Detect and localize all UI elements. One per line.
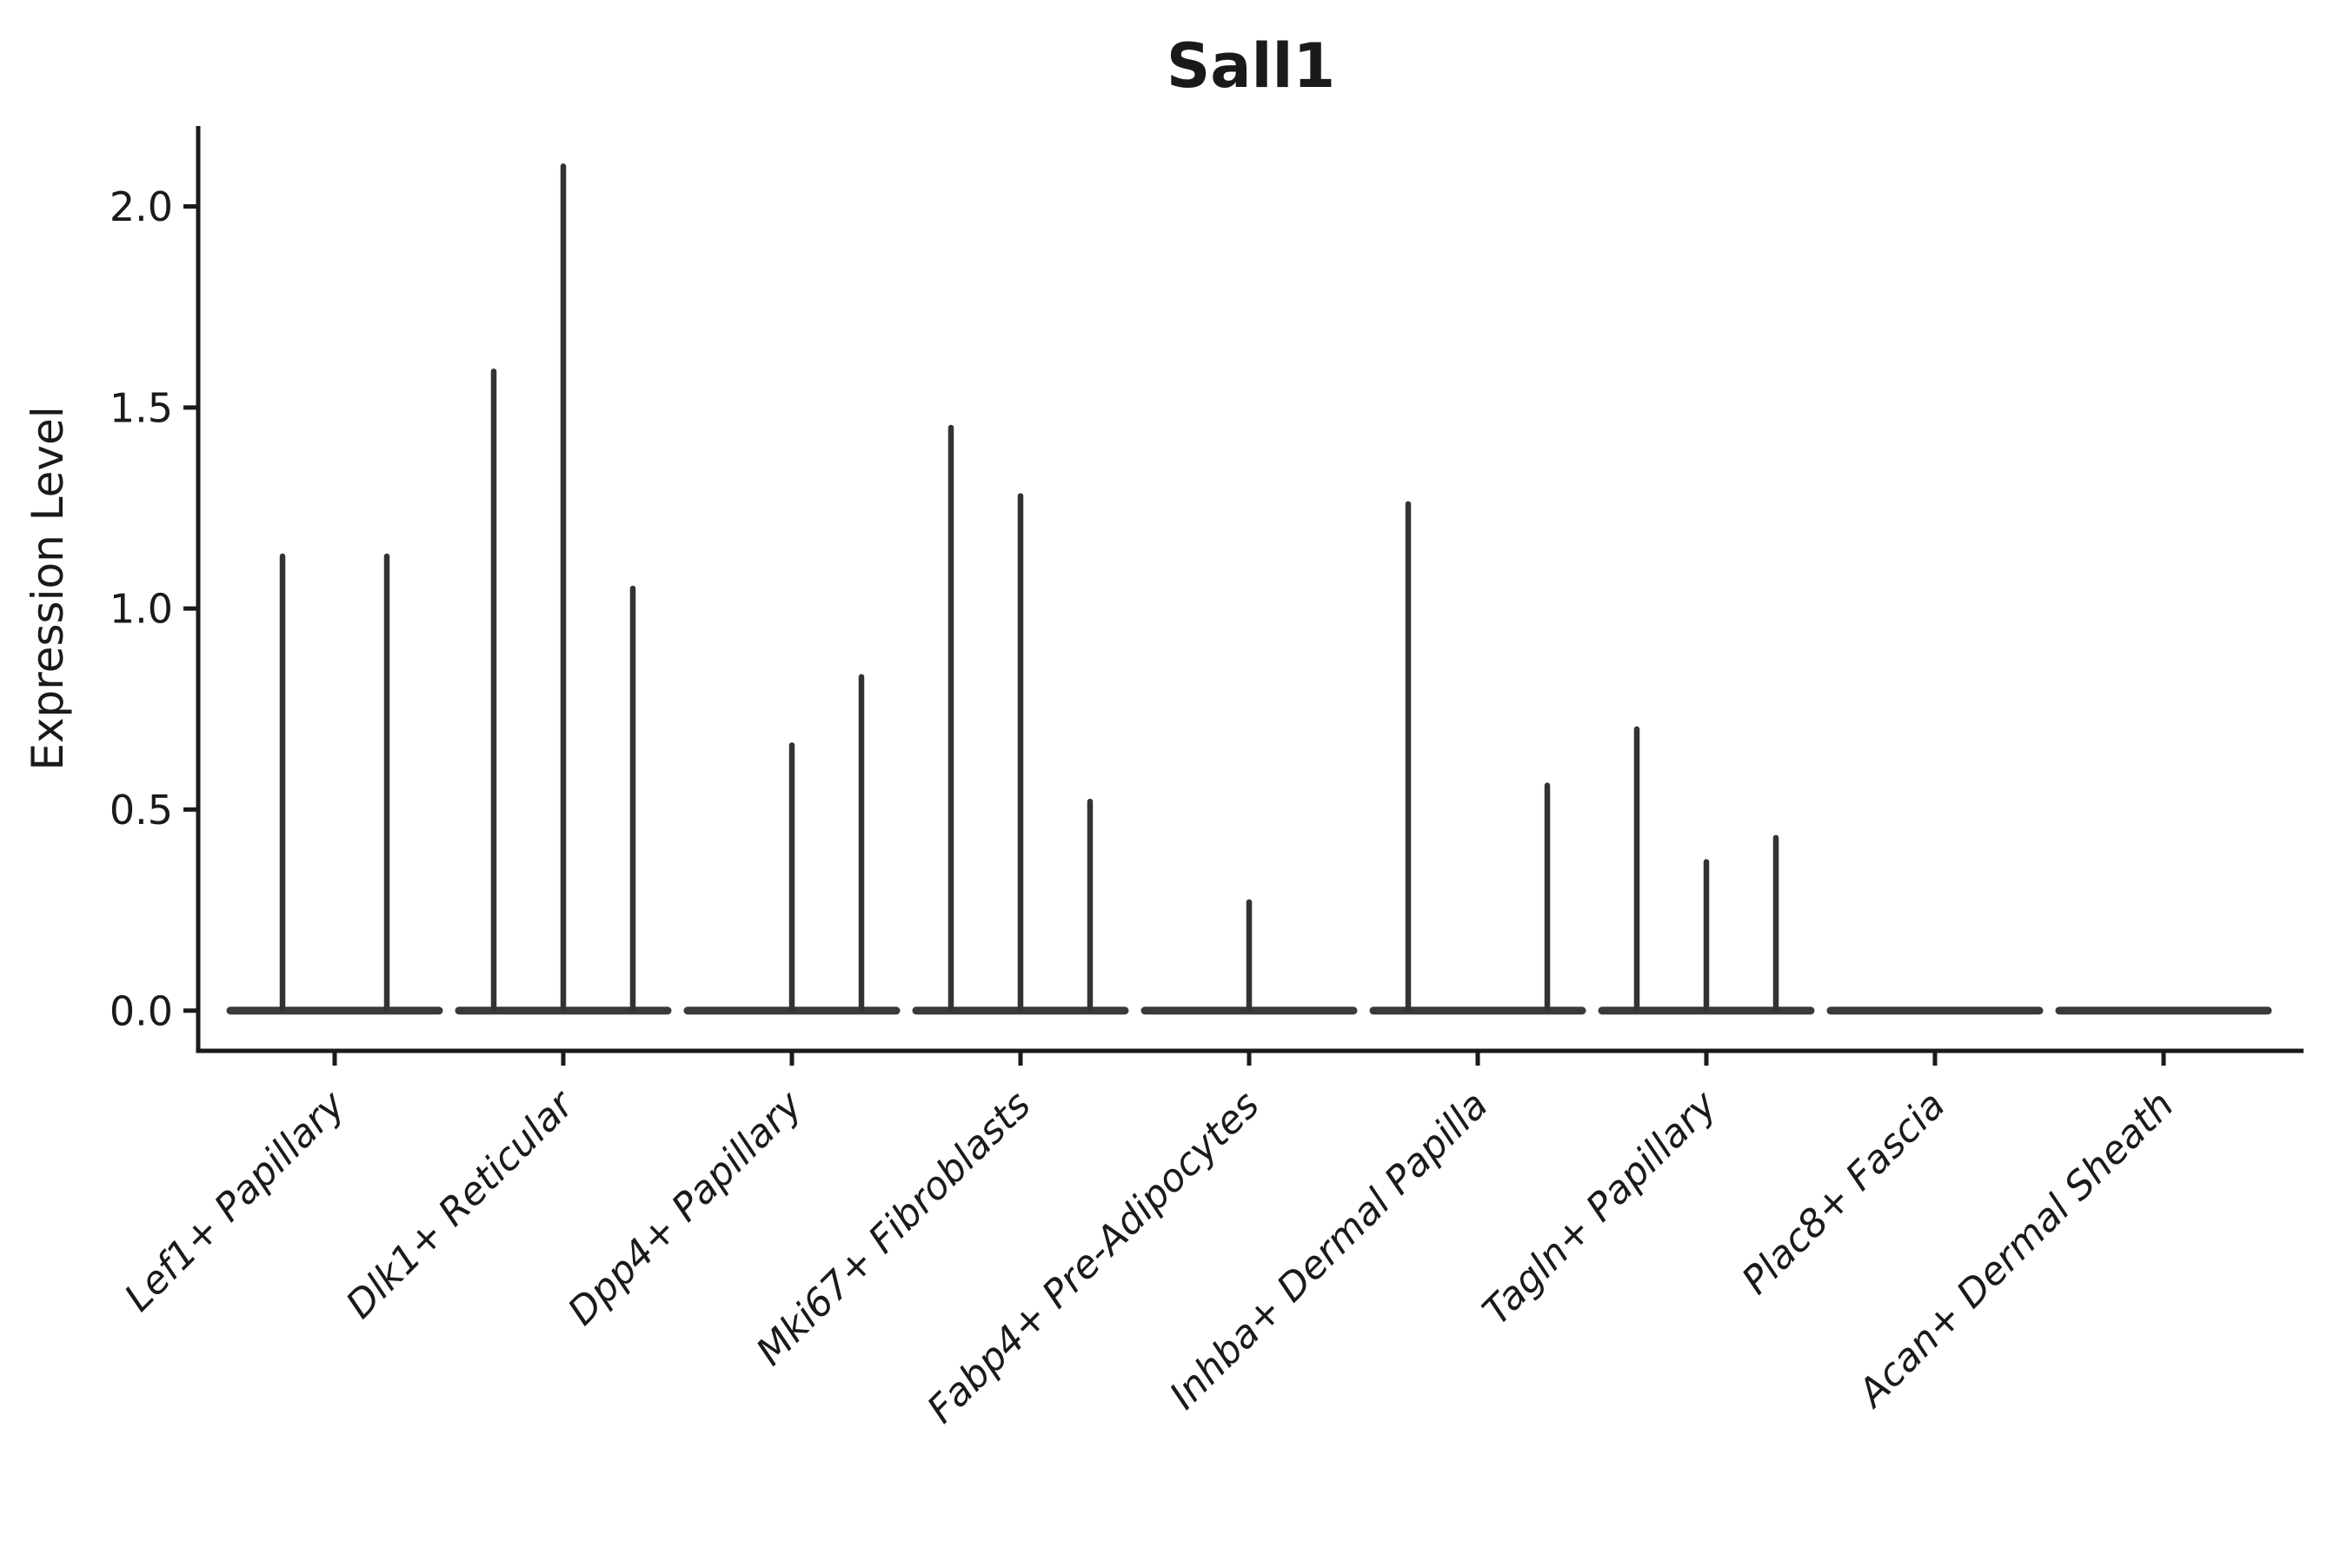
x-tick-label: Dlk1+ Reticular xyxy=(337,1081,583,1327)
y-axis-title: Expression Level xyxy=(23,406,73,770)
x-tick-label: Dpp4+ Papillary xyxy=(560,1082,812,1334)
y-tick-label: 0.0 xyxy=(110,987,173,1034)
y-tick-label: 2.0 xyxy=(110,183,173,230)
chart-title: Sall1 xyxy=(1167,30,1335,102)
x-tick-label: Plac8+ Fascia xyxy=(1733,1083,1953,1303)
axes-layer xyxy=(183,126,2304,1066)
y-tick-label: 0.5 xyxy=(110,787,173,834)
x-tick-label: Lef1+ Papillary xyxy=(116,1082,355,1320)
x-tick-label: Tagln+ Papillary xyxy=(1474,1082,1725,1333)
y-tick-label: 1.0 xyxy=(110,586,173,633)
y-tick-label: 1.5 xyxy=(110,384,173,431)
violin-layer xyxy=(226,163,2272,1015)
